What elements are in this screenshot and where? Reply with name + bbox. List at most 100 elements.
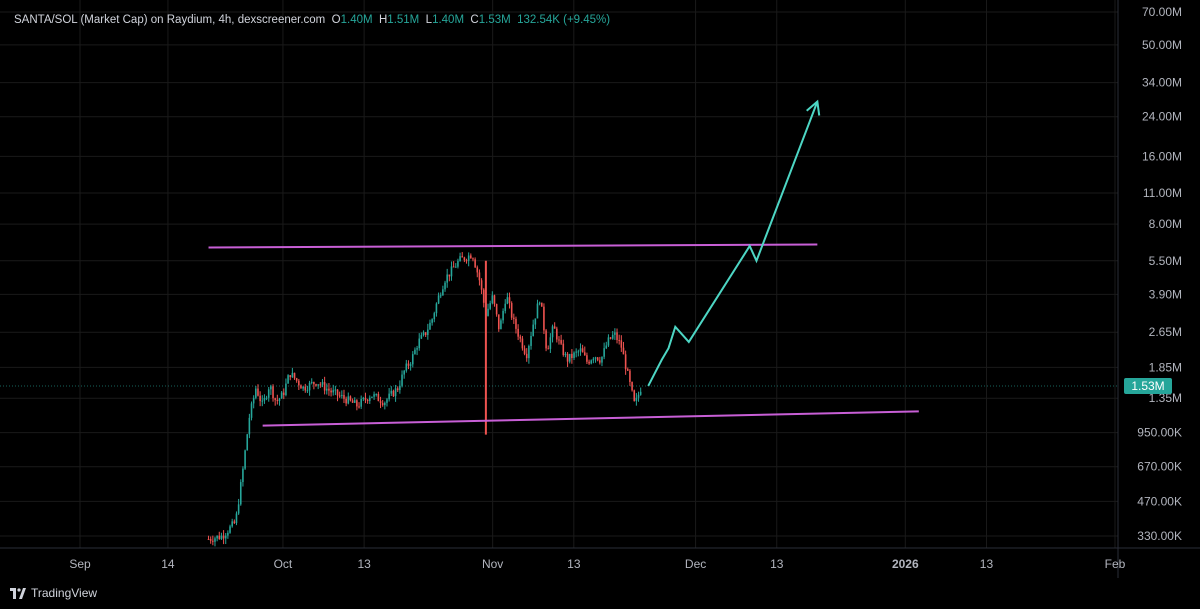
candle-body [263,398,266,401]
candle-body [302,386,304,389]
candle-body [556,328,558,340]
candle-body [624,354,627,370]
price-tick-label: 70.00M [1142,5,1182,19]
candle-body [315,384,317,386]
candle-body [237,504,240,514]
candle-body [497,314,500,330]
candle-body [319,384,322,386]
candle-body [274,398,276,400]
candle-body [476,267,479,273]
candle-body [220,535,223,539]
candle-body [467,255,470,261]
candle-body [493,295,496,305]
footer: TradingView [0,578,1200,609]
candle-body [242,468,244,483]
candle-body [358,406,360,408]
candle-body [564,353,567,355]
candle-body [532,324,534,336]
price-tick-label: 24.00M [1142,110,1182,124]
candle-body [562,343,565,355]
candle-body [388,393,390,400]
candle-body [607,337,610,346]
candle-body [424,332,427,335]
candle-body [330,390,332,393]
candle-body [433,313,436,320]
price-tick-label: 1.35M [1149,391,1182,405]
symbol-title[interactable]: SANTA/SOL (Market Cap) on Raydium, 4h, d… [14,14,326,26]
candle-body [229,526,231,533]
candle-body [461,256,464,258]
open-value: 1.40M [340,14,373,26]
candle-body [321,382,324,385]
candle-body [513,317,515,319]
candle-body [366,399,369,401]
candle-body [427,329,429,335]
candle-body [609,337,612,339]
price-tick-label: 1.85M [1149,360,1182,374]
time-tick-label: 13 [567,557,581,571]
candle-body [351,400,354,403]
candle-body [255,388,257,398]
candle-body [295,378,298,381]
current-price-tag: 1.53M [1124,378,1172,394]
chart-background [0,0,1200,578]
candle-body [403,370,405,375]
trendline-support [262,410,919,427]
candle-body [224,535,227,539]
tradingview-wordmark: TradingView [31,586,98,600]
candle-body [575,351,577,353]
candle-body [379,401,382,404]
candle-body [364,397,367,400]
candle-body [207,539,210,541]
candle-body [478,272,481,281]
candle-body [551,326,554,338]
low-value: 1.40M [432,14,465,26]
price-tick-label: 2.65M [1149,325,1182,339]
candle-body [568,353,571,362]
candle-body [508,297,511,304]
candle-body [323,382,326,391]
candle-body [396,388,399,391]
candle-body [626,369,629,371]
candle-body [349,396,352,401]
candle-body [491,295,494,304]
time-tick-label: Sep [69,557,91,571]
candle-body [558,339,560,341]
candle-body [506,297,509,304]
chart-header: SANTA/SOL (Market Cap) on Raydium, 4h, d… [14,14,610,26]
candle-body [500,320,502,330]
candle-body [611,334,614,339]
candle-body [431,319,433,323]
candle-body [252,397,255,404]
candle-body [560,340,562,344]
candle-body [246,434,249,451]
candle-body [248,417,251,435]
candle-body [454,266,457,268]
candle-body [515,318,517,329]
candle-body [525,353,528,359]
candle-body [571,353,573,358]
candle-body [409,364,412,366]
candle-body [278,398,281,402]
candle-body [480,280,483,290]
candle-body [368,397,371,401]
price-tick-label: 950.00K [1137,426,1182,440]
candle-body [446,274,448,283]
candle-body [325,388,328,391]
candle-body [635,397,638,401]
candle-body [259,395,261,402]
candle-body [553,326,556,329]
time-tick-label: 13 [770,557,784,571]
candle-body [435,303,438,314]
candle-body [603,348,605,357]
candle-body [474,259,476,268]
price-chart[interactable]: 70.00M 50.00M 34.00M 24.00M 16.00M 11.00M 8.00… [0,0,1200,578]
time-tick-label: Nov [482,557,503,571]
candle-body [442,289,444,296]
candle-body [465,260,468,262]
candle-body [414,349,416,355]
candle-body [287,375,289,384]
candle-body [373,394,375,397]
tradingview-logo[interactable]: TradingView [10,586,97,600]
candle-body [639,391,642,395]
